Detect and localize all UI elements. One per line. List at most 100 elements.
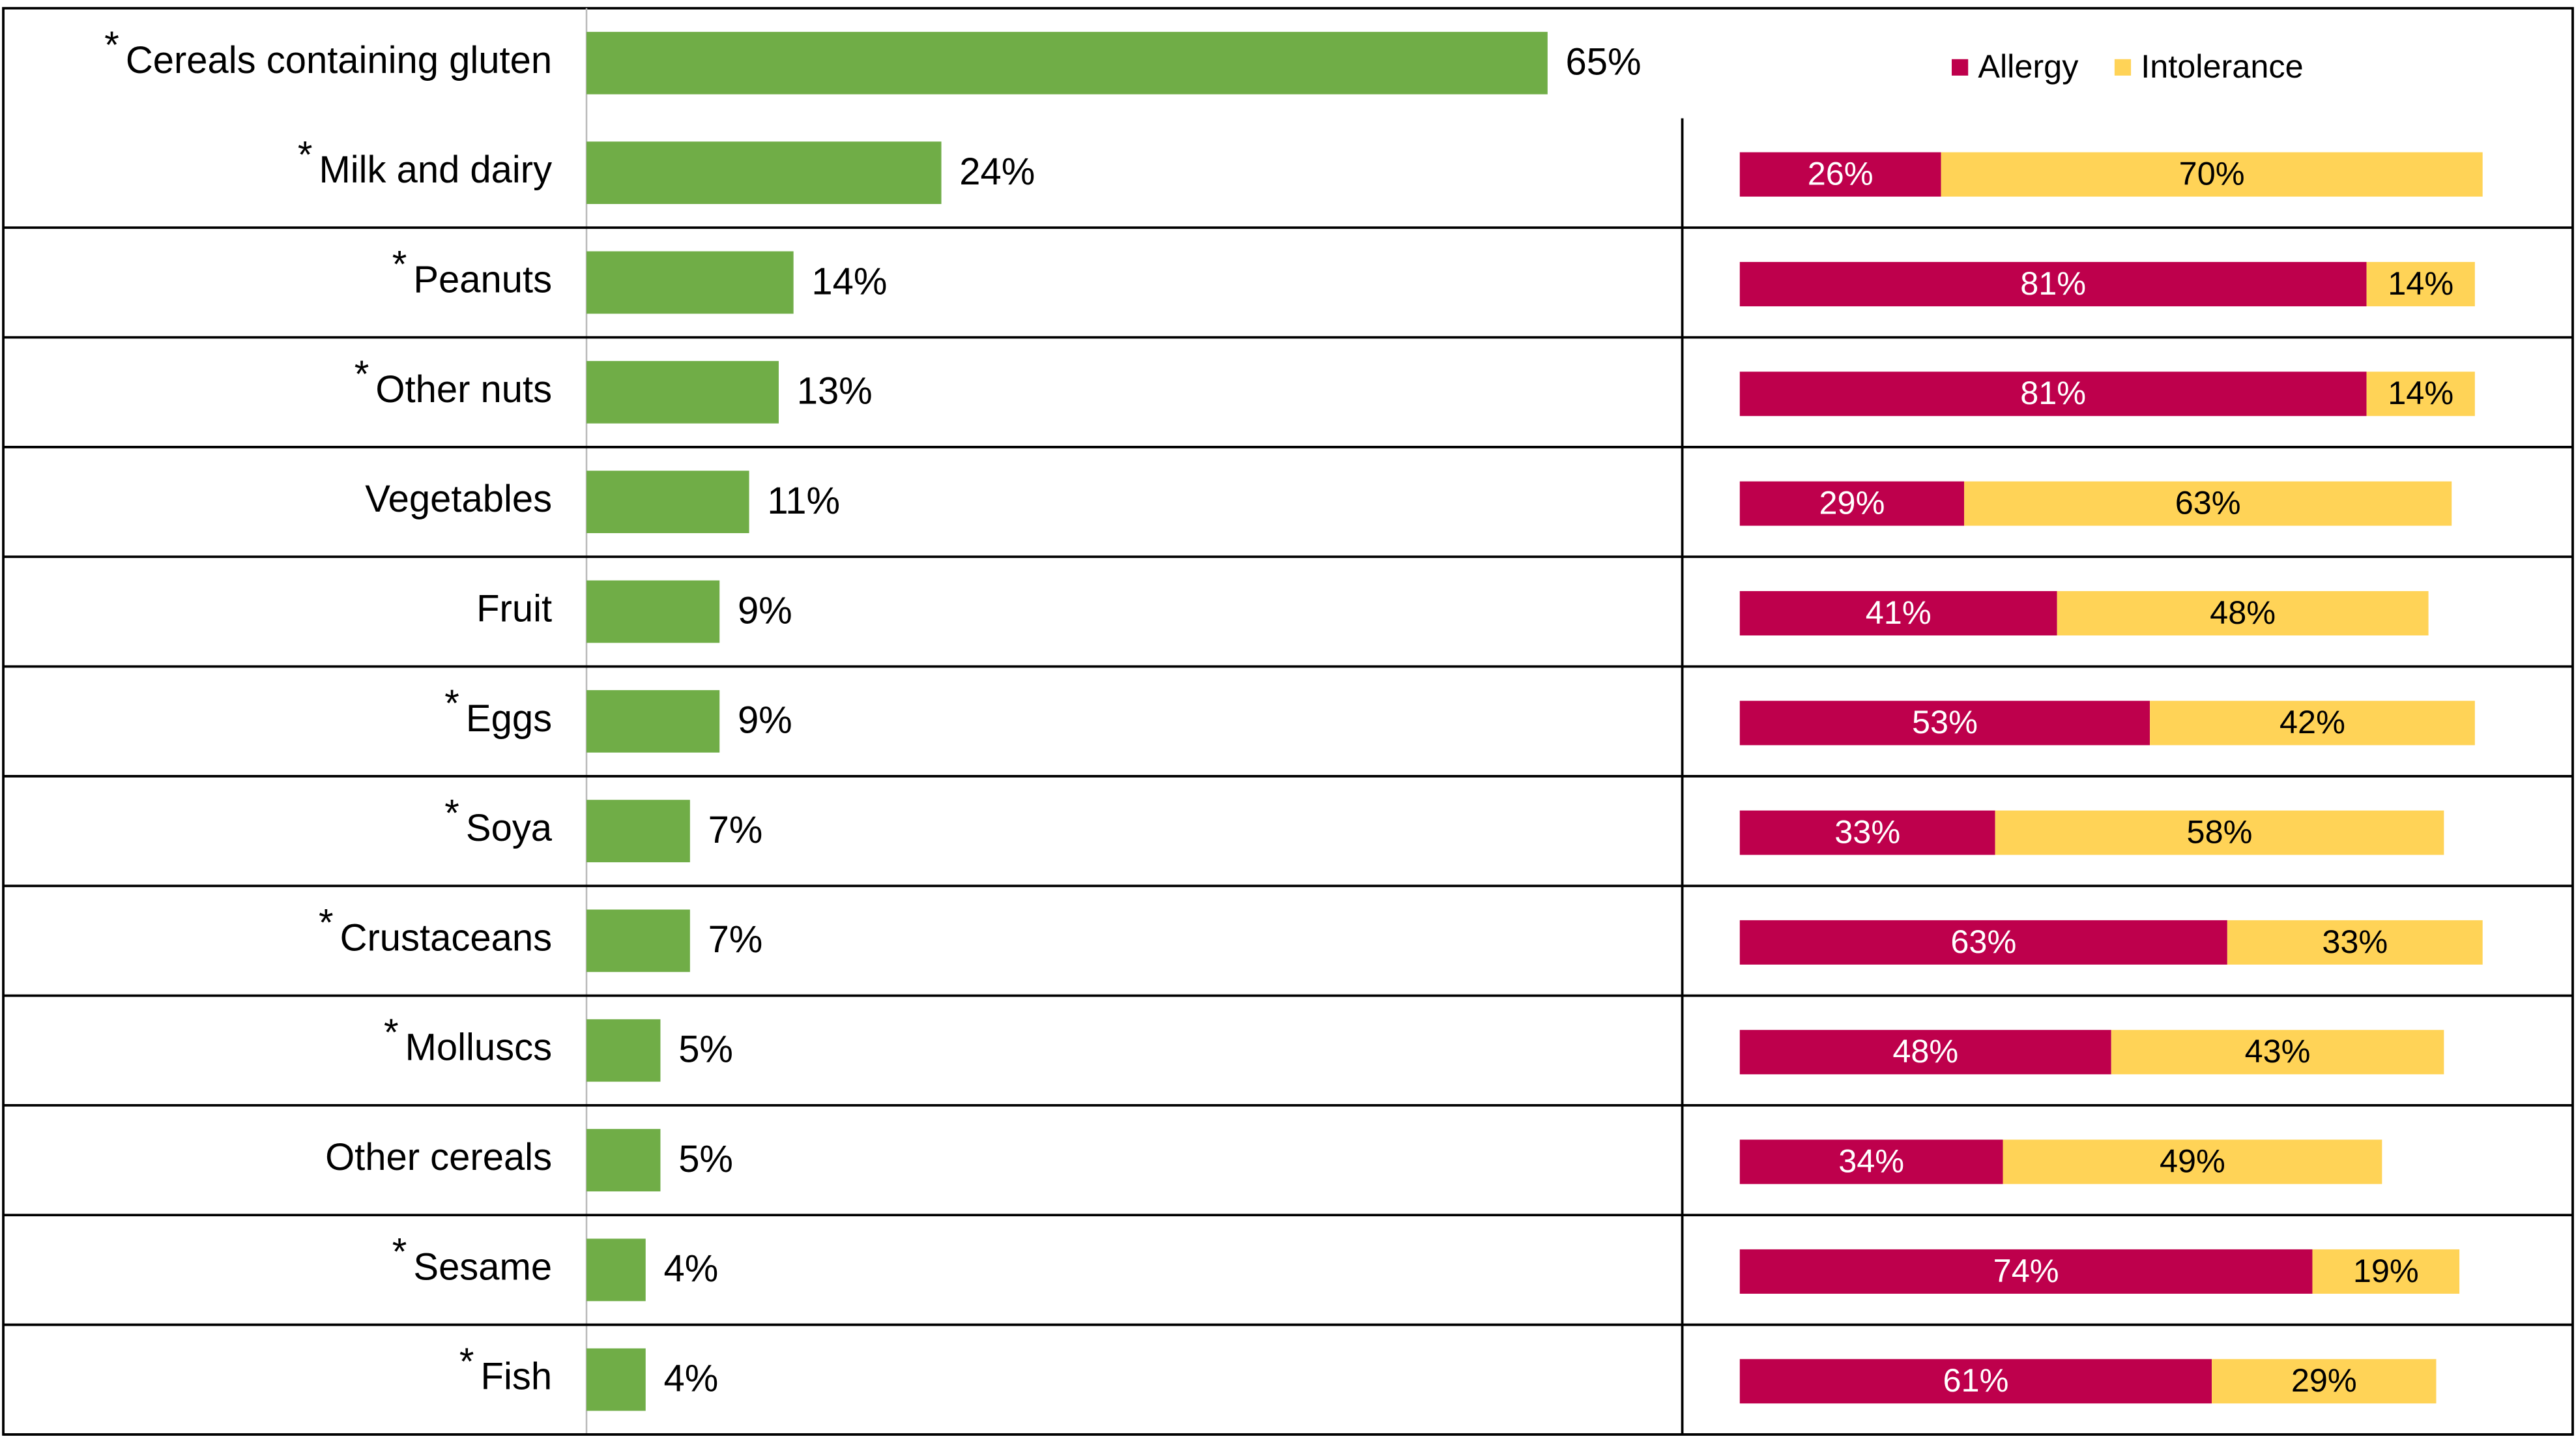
bar-segment bbox=[2150, 701, 2475, 746]
value-label: 65% bbox=[1566, 42, 1642, 83]
bar bbox=[586, 1019, 661, 1082]
bar-segment bbox=[1739, 590, 2057, 635]
value-label: 58% bbox=[2187, 813, 2253, 850]
value-label: 81% bbox=[2020, 265, 2086, 302]
category-label: * Fish bbox=[459, 1341, 552, 1398]
legend-swatch bbox=[1952, 59, 1969, 76]
category-name: Fish bbox=[481, 1356, 553, 1398]
value-label: 63% bbox=[1950, 923, 2016, 960]
value-label: 33% bbox=[2322, 923, 2388, 960]
category-name: Eggs bbox=[466, 698, 552, 740]
category-name: Vegetables bbox=[365, 478, 552, 520]
value-label: 9% bbox=[738, 590, 792, 632]
bar-segment bbox=[1739, 152, 1941, 197]
category-name: Other cereals bbox=[325, 1137, 552, 1178]
bar-segment bbox=[1739, 1139, 2003, 1184]
value-label: 5% bbox=[678, 1029, 733, 1071]
bar-segment bbox=[1941, 152, 2483, 197]
bar bbox=[586, 1129, 661, 1191]
category-label: Vegetables bbox=[365, 478, 552, 520]
bar bbox=[586, 1348, 646, 1411]
value-label: 43% bbox=[2245, 1032, 2311, 1070]
marker: * bbox=[384, 1012, 399, 1054]
bar bbox=[586, 690, 720, 753]
bar-segment bbox=[1739, 1359, 2212, 1404]
bar bbox=[586, 580, 720, 643]
bar bbox=[586, 251, 794, 314]
value-label: 13% bbox=[797, 371, 873, 413]
category-label: * Molluscs bbox=[384, 1012, 552, 1069]
legend-label: Allergy bbox=[1978, 48, 2079, 85]
bar-segment bbox=[1739, 1030, 2111, 1075]
marker: * bbox=[444, 793, 459, 835]
value-label: 14% bbox=[811, 261, 887, 302]
bar-segment bbox=[1739, 810, 1995, 855]
category-label: Fruit bbox=[476, 589, 552, 630]
bar-segment bbox=[2111, 1030, 2444, 1075]
value-label: 29% bbox=[1819, 484, 1885, 521]
marker: * bbox=[392, 244, 407, 286]
value-label: 14% bbox=[2388, 265, 2453, 302]
bar-segment bbox=[2003, 1139, 2382, 1184]
value-label: 4% bbox=[664, 1248, 719, 1290]
bar-segment bbox=[1739, 481, 1965, 526]
bar-segment bbox=[1995, 810, 2444, 855]
value-label: 48% bbox=[1892, 1032, 1958, 1070]
bar bbox=[586, 471, 749, 533]
bar-segment bbox=[2212, 1359, 2437, 1404]
bar bbox=[586, 141, 942, 205]
value-label: 19% bbox=[2353, 1252, 2419, 1289]
value-label: 29% bbox=[2291, 1362, 2357, 1399]
bar-segment bbox=[2366, 261, 2475, 306]
category-label: * Peanuts bbox=[392, 244, 552, 301]
marker: * bbox=[444, 683, 459, 725]
value-label: 9% bbox=[738, 700, 792, 742]
bar-segment bbox=[1739, 1249, 2313, 1294]
marker: * bbox=[459, 1341, 474, 1383]
category-name: Sesame bbox=[413, 1247, 552, 1289]
bar-segment bbox=[1964, 481, 2452, 526]
value-label: 49% bbox=[2160, 1142, 2225, 1179]
value-label: 7% bbox=[708, 809, 763, 851]
marker: * bbox=[298, 135, 313, 177]
category-label: * Soya bbox=[444, 793, 553, 850]
value-label: 42% bbox=[2279, 703, 2345, 740]
category-name: Other nuts bbox=[375, 369, 552, 411]
value-label: 81% bbox=[2020, 374, 2086, 411]
bar-segment bbox=[2312, 1249, 2460, 1294]
value-label: 11% bbox=[767, 480, 840, 522]
value-label: 74% bbox=[1993, 1252, 2059, 1289]
category-label: * Sesame bbox=[392, 1232, 552, 1289]
value-label: 70% bbox=[2179, 154, 2245, 192]
value-label: 26% bbox=[1808, 154, 1874, 192]
marker: * bbox=[355, 354, 369, 396]
value-label: 7% bbox=[708, 919, 763, 961]
bar-segment bbox=[1739, 920, 2227, 965]
bar-segment bbox=[2227, 920, 2483, 965]
category-label: * Other nuts bbox=[355, 354, 552, 411]
bar-segment bbox=[2057, 590, 2429, 635]
marker: * bbox=[392, 1232, 407, 1274]
value-label: 34% bbox=[1838, 1142, 1904, 1179]
marker: * bbox=[104, 25, 119, 66]
category-label: * Milk and dairy bbox=[298, 135, 552, 192]
category-name: Crustaceans bbox=[340, 918, 552, 959]
category-label: * Eggs bbox=[444, 683, 552, 740]
bar-segment bbox=[1739, 261, 2367, 306]
value-label: 61% bbox=[1943, 1362, 2009, 1399]
value-label: 63% bbox=[2175, 484, 2241, 521]
marker: * bbox=[319, 903, 334, 944]
bar bbox=[586, 360, 779, 424]
category-name: Peanuts bbox=[413, 259, 552, 301]
legend-label: Intolerance bbox=[2141, 48, 2303, 85]
value-label: 4% bbox=[664, 1358, 719, 1400]
category-name: Milk and dairy bbox=[319, 149, 552, 191]
bar-segment bbox=[1739, 701, 2150, 746]
value-label: 24% bbox=[959, 151, 1035, 193]
category-label: * Crustaceans bbox=[319, 903, 552, 959]
category-name: Fruit bbox=[476, 589, 552, 630]
value-label: 14% bbox=[2388, 374, 2453, 411]
category-name: Cereals containing gluten bbox=[126, 40, 552, 81]
value-label: 48% bbox=[2210, 594, 2276, 631]
